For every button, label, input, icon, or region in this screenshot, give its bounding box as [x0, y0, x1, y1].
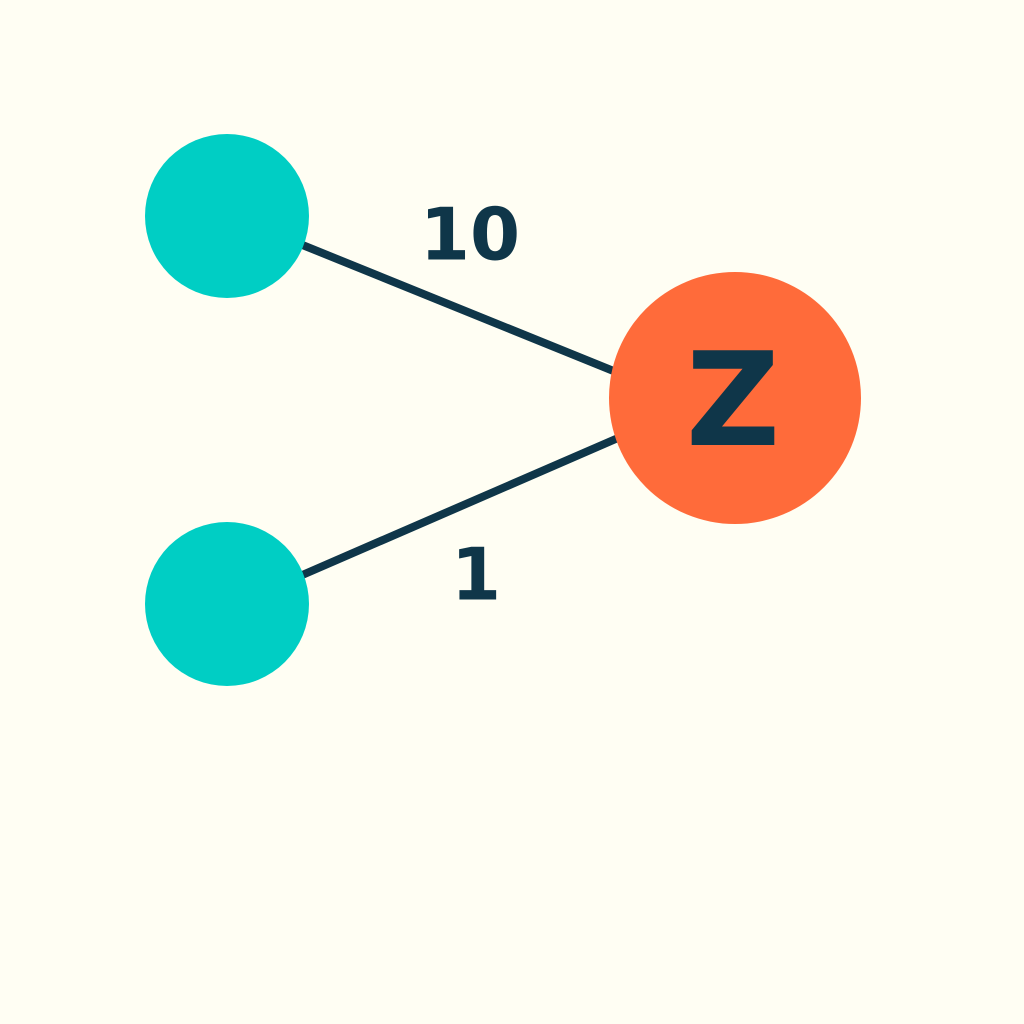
node-target-label: Z	[686, 324, 780, 476]
node-top	[145, 134, 309, 298]
edge-weight-label-bottom: 1	[451, 533, 501, 617]
node-bottom	[145, 522, 309, 686]
edge-weight-label-top: 10	[420, 193, 520, 277]
edge-top-to-target	[298, 240, 618, 376]
node-target	[609, 272, 861, 524]
edge-bottom-to-target	[298, 434, 620, 580]
